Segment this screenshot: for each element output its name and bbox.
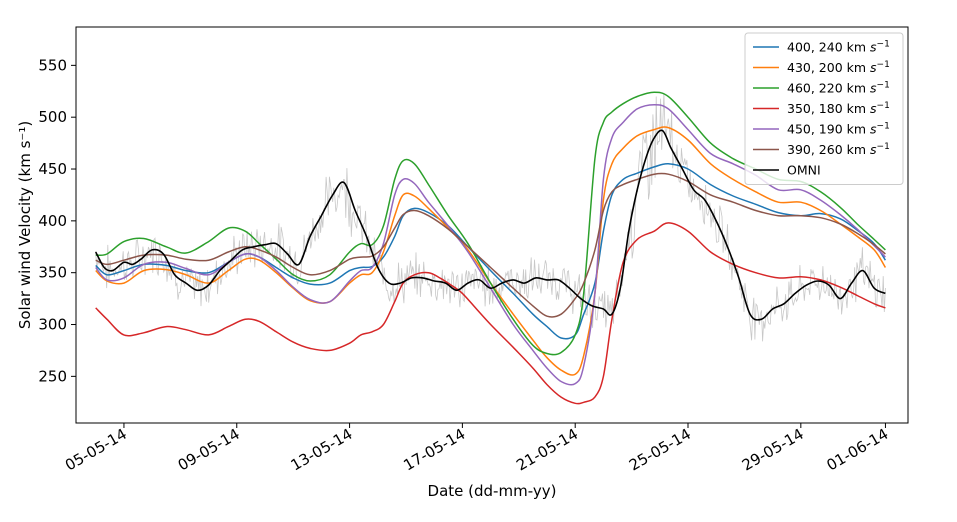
y-tick-label: 250	[38, 367, 67, 385]
y-axis-label: Solar wind Velocity (km s⁻¹)	[16, 121, 34, 329]
x-axis-label: Date (dd-mm-yy)	[428, 482, 557, 500]
y-axis: 250 300 350 400 450 500 550	[38, 56, 76, 385]
series-line-5	[95, 172, 886, 318]
series-line-omni	[95, 129, 886, 321]
y-tick-label: 550	[38, 56, 67, 74]
legend-label: 390, 260 km s−1	[787, 142, 890, 157]
series-layer	[95, 91, 887, 405]
legend-label: 350, 180 km s−1	[787, 101, 890, 116]
y-tick-label: 400	[38, 212, 67, 230]
y-tick-label: 500	[38, 108, 67, 126]
series-line-4	[95, 103, 886, 386]
legend-label: OMNI	[787, 163, 821, 178]
legend-label: 460, 220 km s−1	[787, 81, 890, 96]
legend-label: 430, 200 km s−1	[787, 60, 890, 75]
plot-area-frame	[75, 26, 909, 424]
legend-label: 400, 240 km s−1	[787, 40, 890, 55]
series-line-3	[95, 222, 886, 405]
y-tick-label: 300	[38, 316, 67, 334]
y-tick-label: 450	[38, 160, 67, 178]
legend-label: 450, 190 km s−1	[787, 122, 890, 137]
legend-box	[744, 32, 904, 185]
legend: 400, 240 km s−1 430, 200 km s−1 460, 220 k…	[744, 32, 904, 185]
y-tick-label: 350	[38, 264, 67, 282]
